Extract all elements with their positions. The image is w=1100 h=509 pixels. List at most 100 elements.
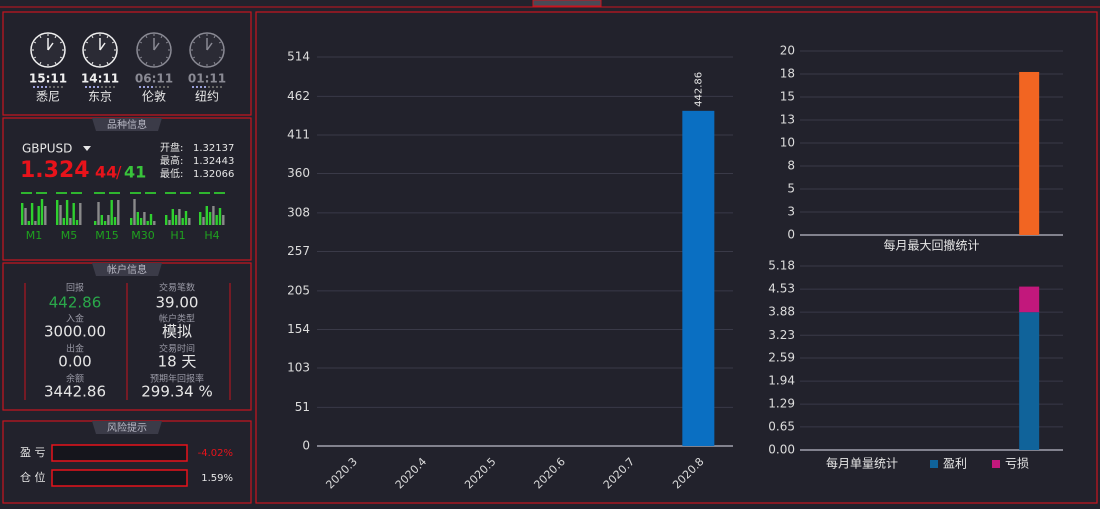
- tf-bar: [218, 208, 222, 225]
- low-label: 最低:: [160, 167, 183, 180]
- clock-tick: [33, 41, 37, 44]
- timeframe[interactable]: H4: [204, 229, 219, 242]
- risk-bar: [51, 444, 188, 462]
- clock-dot: [85, 86, 87, 88]
- tf-bar: [174, 215, 178, 225]
- tf-bar: [79, 203, 82, 225]
- tf-bar: [143, 212, 146, 225]
- top-tab[interactable]: [532, 0, 602, 7]
- clock-tick: [111, 56, 115, 59]
- clock-tick: [59, 56, 63, 59]
- clock-dot: [105, 86, 107, 88]
- y-tick-label: 0: [302, 439, 310, 453]
- account-label: 回报: [66, 282, 84, 294]
- clock-hand: [153, 42, 160, 51]
- account-label: 预期年回报率: [150, 373, 204, 385]
- clock-tick: [198, 61, 201, 65]
- y-tick-label: 20: [780, 44, 795, 58]
- tf-bar: [165, 215, 168, 225]
- account-label: 交易时间: [159, 343, 195, 355]
- tf-bar: [59, 205, 62, 225]
- clock-tick: [213, 35, 216, 39]
- clock-tick: [192, 41, 196, 44]
- y-tick-label: 103: [287, 361, 310, 375]
- pip-ask: 41: [124, 163, 146, 182]
- account-label: 交易笔数: [159, 282, 195, 294]
- y-tick-label: 4.53: [768, 282, 795, 296]
- clock-dot: [155, 86, 157, 88]
- tf-bar: [188, 218, 191, 225]
- clock-dot: [159, 86, 161, 88]
- bar: [1019, 286, 1040, 313]
- tf-bar: [222, 215, 225, 225]
- clock-dot: [113, 86, 115, 88]
- account-label: 帐户类型: [159, 313, 195, 325]
- panel-tab: [92, 421, 162, 434]
- high-label: 最高:: [160, 154, 183, 167]
- clock-city: 悉尼: [36, 90, 60, 104]
- clock-dot: [143, 86, 145, 88]
- y-tick-label: 8: [787, 159, 795, 173]
- tf-bar: [139, 218, 143, 225]
- clock-dot: [57, 86, 59, 88]
- bar: [1019, 312, 1040, 450]
- tf-bar: [97, 202, 100, 225]
- y-tick-label: 0.00: [768, 443, 795, 457]
- timeframe[interactable]: H1: [170, 229, 185, 242]
- clock-tick: [165, 41, 169, 44]
- tf-bar: [110, 200, 113, 225]
- bar: [682, 110, 715, 446]
- clock-dot: [45, 86, 47, 88]
- legend-swatch[interactable]: [930, 460, 938, 468]
- clock-dot: [53, 86, 55, 88]
- clock-dot: [212, 86, 214, 88]
- clock-tick: [218, 56, 222, 59]
- tf-bar: [212, 206, 215, 225]
- clock-hand: [99, 42, 106, 51]
- chart-panel: [255, 11, 1098, 504]
- clock-dot: [61, 86, 63, 88]
- dropdown-arrow[interactable]: [83, 146, 91, 151]
- legend-label[interactable]: 盈利: [943, 457, 967, 471]
- tf-bar: [199, 212, 202, 225]
- tf-bar: [24, 208, 27, 225]
- panel-tab: [92, 263, 162, 276]
- y-tick-label: 154: [287, 322, 310, 336]
- tf-bar: [136, 212, 139, 225]
- clock-tick: [54, 35, 57, 39]
- account-value: 3442.86: [44, 383, 106, 401]
- clock-tick: [218, 41, 222, 44]
- timeframe[interactable]: M5: [61, 229, 78, 242]
- symbol-name[interactable]: GBPUSD: [22, 142, 72, 156]
- clock-dot: [97, 86, 99, 88]
- account-value: 39.00: [156, 294, 199, 312]
- timeframe[interactable]: M30: [131, 229, 155, 242]
- clock-tick: [85, 56, 89, 59]
- clock-dot: [37, 86, 39, 88]
- clock-tick: [160, 35, 163, 39]
- pip-bid: 44: [95, 163, 117, 182]
- value-label: 442.86: [693, 72, 704, 107]
- tf-bar: [153, 221, 156, 225]
- clock-tick: [33, 56, 37, 59]
- legend-swatch[interactable]: [992, 460, 1000, 468]
- high-value: 1.32443: [193, 156, 234, 167]
- y-tick-label: 15: [780, 90, 795, 104]
- clock-dot: [109, 86, 111, 88]
- tf-bar: [44, 206, 47, 225]
- clock-dot: [167, 86, 169, 88]
- tf-bar: [181, 218, 184, 225]
- clock-time: 06:11: [135, 72, 173, 86]
- account-value: 18 天: [158, 353, 197, 371]
- tf-bar: [107, 215, 110, 225]
- account-value: 0.00: [58, 353, 91, 371]
- timeframe[interactable]: M1: [26, 229, 43, 242]
- clock-dot: [147, 86, 149, 88]
- y-tick-label: 1.29: [768, 397, 795, 411]
- y-tick-label: 13: [780, 113, 795, 127]
- open-value: 1.32137: [193, 143, 234, 154]
- legend-label[interactable]: 亏损: [1005, 457, 1029, 471]
- timeframe[interactable]: M15: [95, 229, 119, 242]
- price: 1.324: [20, 158, 90, 183]
